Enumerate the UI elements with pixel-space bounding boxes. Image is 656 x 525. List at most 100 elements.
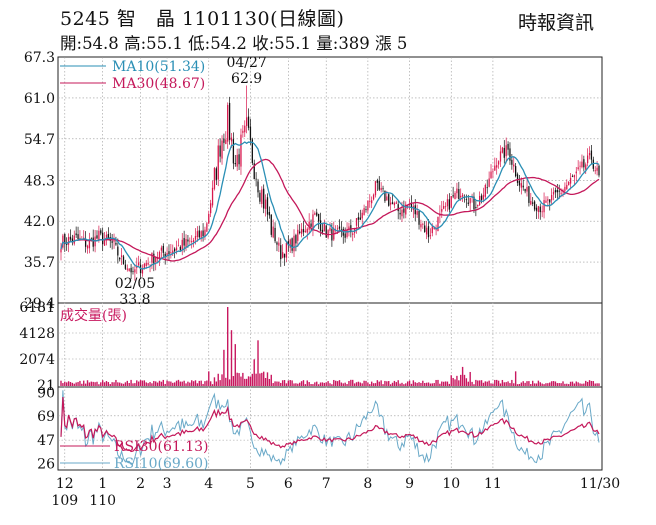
volume-bar xyxy=(558,383,560,386)
volume-bar xyxy=(554,381,557,386)
volume-bar xyxy=(327,381,329,386)
volume-bar xyxy=(147,383,149,386)
volume-bar xyxy=(62,383,64,386)
volume-bar xyxy=(268,378,271,386)
candle-body xyxy=(348,226,350,230)
volume-bar xyxy=(530,384,532,386)
volume-bar xyxy=(541,383,543,386)
volume-bar xyxy=(209,381,212,386)
candle-body xyxy=(251,139,253,164)
candle-body xyxy=(558,190,560,192)
price-tick-label: 54.7 xyxy=(24,132,55,148)
volume-bar xyxy=(153,380,155,386)
candle-body xyxy=(113,241,115,243)
volume-bar xyxy=(372,383,375,386)
candle-body xyxy=(96,235,98,239)
volume-bar xyxy=(539,382,541,386)
volume-bar xyxy=(528,381,530,386)
volume-bar xyxy=(232,376,235,386)
volume-bar xyxy=(414,382,416,386)
month-label: 12 xyxy=(56,476,74,492)
volume-bar xyxy=(168,381,170,386)
candle-body xyxy=(374,181,377,196)
volume-bar xyxy=(109,384,111,386)
volume-bar xyxy=(149,382,151,386)
volume-bar xyxy=(151,383,153,386)
volume-bar xyxy=(448,383,451,386)
candle-body xyxy=(560,192,562,194)
candle-body xyxy=(509,148,511,161)
volume-bar xyxy=(437,379,439,386)
volume-bar xyxy=(240,376,242,386)
month-label: 7 xyxy=(322,476,331,492)
volume-bar xyxy=(90,381,93,386)
candle-body xyxy=(289,239,291,248)
candle-body xyxy=(513,164,515,167)
rsi-legend-rsi10: RSI10(69.60) xyxy=(114,456,208,472)
volume-bar xyxy=(98,384,100,386)
volume-bar xyxy=(496,379,498,386)
volume-bar xyxy=(65,382,68,386)
volume-bar xyxy=(431,383,433,386)
month-label: 5 xyxy=(246,476,255,492)
volume-bar xyxy=(96,381,98,386)
date-label: 1101130(日線圖) xyxy=(181,8,345,30)
candle-body xyxy=(363,208,365,215)
volume-bar xyxy=(442,381,445,386)
candle-body xyxy=(255,178,257,180)
candle-body xyxy=(147,262,149,265)
volume-bar xyxy=(257,340,259,386)
legend-ma10: MA10(51.34) xyxy=(112,59,205,75)
candle-body xyxy=(230,137,233,142)
volume-bar xyxy=(145,382,147,386)
candle-body xyxy=(71,238,74,242)
month-label: 11/30 xyxy=(580,476,620,492)
volume-bar xyxy=(514,371,517,386)
candle-body xyxy=(208,213,210,224)
candle-body xyxy=(507,144,509,150)
candle-body xyxy=(198,230,200,238)
candle-body xyxy=(244,125,246,133)
volume-bar xyxy=(103,382,106,386)
candle-body xyxy=(62,235,64,248)
candle-body xyxy=(155,257,157,262)
candle-body xyxy=(249,126,252,141)
candle-body xyxy=(391,202,394,204)
candle-body xyxy=(278,242,280,246)
candle-body xyxy=(175,247,178,251)
volume-bar xyxy=(160,381,163,386)
volume-bar xyxy=(308,382,310,386)
candle-body xyxy=(181,239,183,250)
candle-body xyxy=(92,237,94,247)
candle-body xyxy=(554,190,557,193)
candle-body xyxy=(369,200,371,202)
volume-bar xyxy=(278,381,280,386)
volume-bar xyxy=(196,383,199,386)
candle-body xyxy=(547,199,549,201)
candle-body xyxy=(437,216,439,231)
volume-bar xyxy=(389,384,392,386)
volume-bar xyxy=(384,380,386,386)
volume-bar xyxy=(581,383,583,386)
candle-body xyxy=(295,235,297,244)
candle-body xyxy=(325,225,327,238)
volume-bar xyxy=(172,382,174,386)
candle-body xyxy=(126,268,128,270)
candle-body xyxy=(543,200,545,213)
volume-bar xyxy=(579,383,581,386)
volume-bar xyxy=(569,381,572,386)
volume-bar xyxy=(429,383,432,386)
volume-bar xyxy=(185,383,187,386)
volume-bar xyxy=(543,384,545,386)
candle-body xyxy=(75,233,77,236)
volume-bar xyxy=(130,379,132,386)
candle-body xyxy=(355,218,358,226)
change-label: 漲 xyxy=(375,34,392,53)
volume-bar xyxy=(136,380,138,386)
volume-bar xyxy=(208,371,210,386)
volume-bar xyxy=(79,380,81,386)
volume-bar xyxy=(439,383,441,386)
volume-bar xyxy=(204,381,206,386)
candle-body xyxy=(266,197,269,215)
volume-bar xyxy=(350,379,352,386)
